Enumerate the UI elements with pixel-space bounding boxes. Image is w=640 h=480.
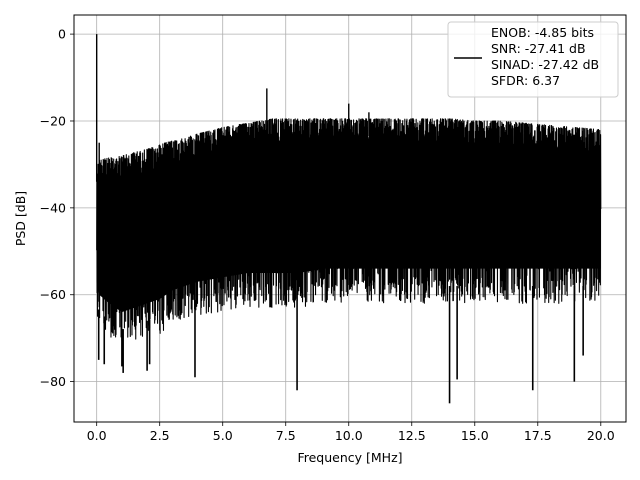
y-tick-label: −80 (40, 374, 66, 389)
x-tick-label: 5.0 (213, 428, 233, 443)
y-tick-label: −40 (40, 200, 66, 215)
x-tick-label: 12.5 (398, 428, 426, 443)
y-tick-label: 0 (58, 27, 66, 42)
y-axis-label: PSD [dB] (13, 191, 28, 246)
psd-series-band (96, 140, 601, 313)
x-tick-label: 0.0 (87, 428, 107, 443)
y-axis-ticks: 0 −20 −40 −60 −80 (40, 27, 74, 389)
x-tick-label: 2.5 (150, 428, 170, 443)
legend-entry: SINAD: -27.42 dB (491, 57, 599, 72)
legend-entry: SNR: -27.41 dB (491, 41, 586, 56)
x-tick-label: 10.0 (335, 428, 363, 443)
x-tick-label: 15.0 (461, 428, 489, 443)
x-tick-label: 7.5 (276, 428, 296, 443)
legend-entry: ENOB: -4.85 bits (491, 25, 594, 40)
legend-entry: SFDR: 6.37 (491, 73, 560, 88)
x-axis-label: Frequency [MHz] (297, 450, 402, 465)
x-tick-label: 17.5 (524, 428, 552, 443)
x-tick-label: 20.0 (587, 428, 615, 443)
x-axis-ticks: 0.0 2.5 5.0 7.5 10.0 12.5 15.0 17.5 20.0 (87, 422, 615, 443)
plot-area (95, 34, 602, 404)
legend-box (447, 21, 619, 98)
axes-frame (73, 14, 627, 423)
y-tick-label: −20 (40, 113, 66, 128)
y-tick-label: −60 (40, 287, 66, 302)
